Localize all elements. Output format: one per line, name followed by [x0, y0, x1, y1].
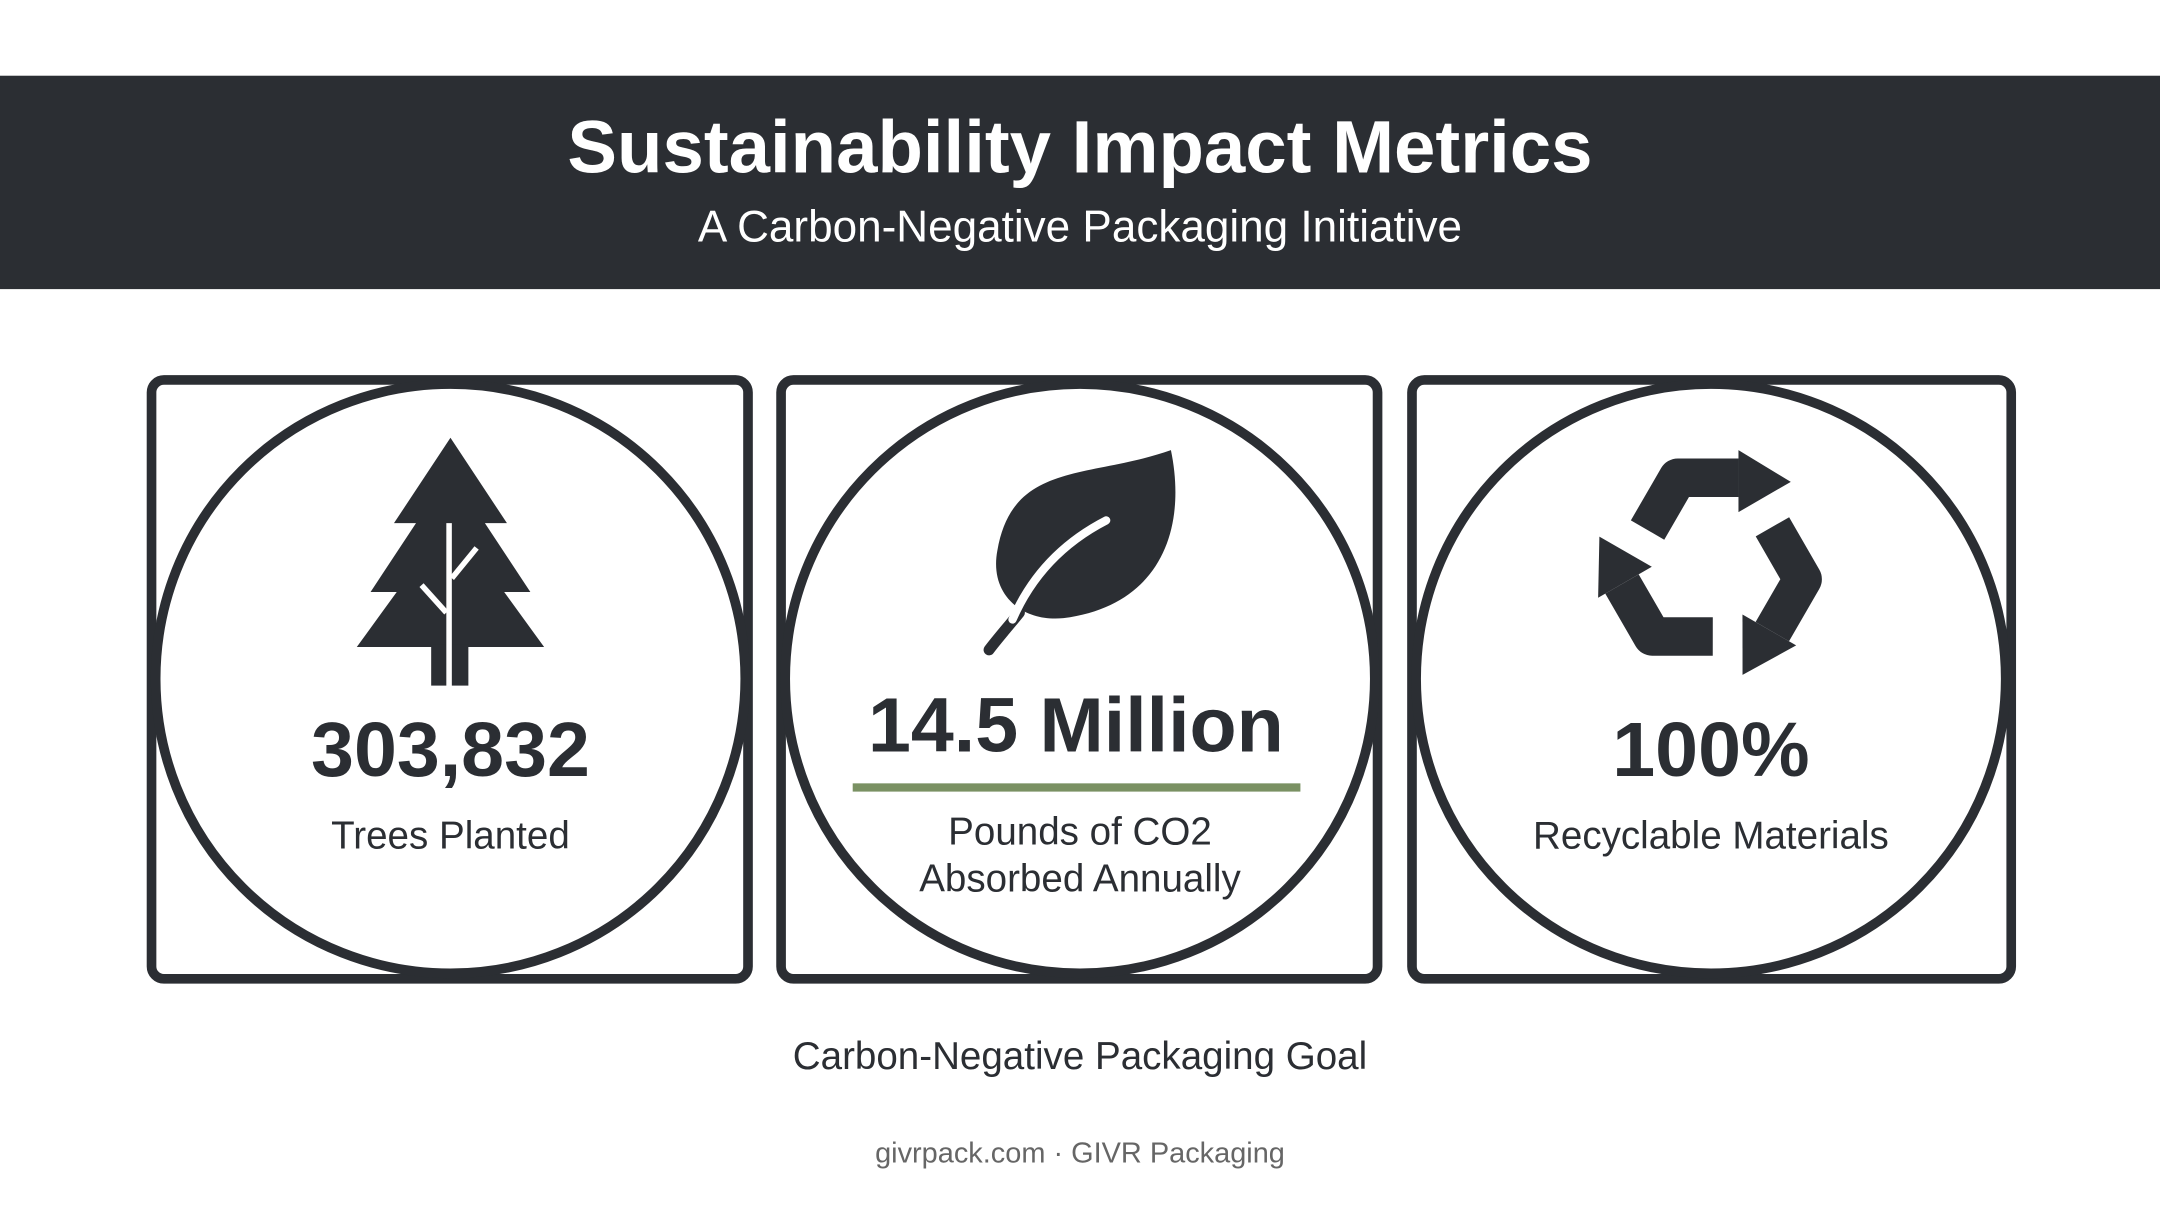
icon-part — [1742, 614, 1797, 675]
metric-value: 14.5 Million — [868, 682, 1284, 768]
title: Sustainability Impact Metrics — [567, 105, 1592, 188]
subtitle: A Carbon-Negative Packaging Initiative — [698, 203, 1462, 252]
card-circle — [150, 379, 751, 979]
card-circle — [780, 379, 1380, 979]
header-band — [0, 75, 2160, 290]
cards — [146, 375, 2017, 984]
icon-part — [1755, 517, 1822, 642]
icon-part — [449, 546, 479, 580]
metric-label: Trees Planted — [331, 815, 570, 858]
icon-part — [1630, 458, 1739, 540]
metric-label: Recyclable Materials — [1533, 815, 1889, 858]
highlight-underline — [852, 783, 1301, 792]
icon-part — [1630, 450, 1791, 540]
icon-part — [1598, 536, 1713, 656]
leaf-icon — [983, 450, 1176, 656]
card-circle — [1411, 379, 2011, 979]
recycle-icon — [1598, 450, 1822, 675]
icon-part — [419, 583, 449, 615]
metric-label: Pounds of CO2 — [948, 810, 1212, 853]
metric-value: 303,832 — [311, 707, 590, 793]
icon-part — [1605, 574, 1713, 656]
icon-part — [1008, 516, 1111, 624]
tree-icon — [356, 437, 545, 689]
icon-part — [1742, 517, 1822, 675]
footer: givrpack.com · GIVR Packaging — [875, 1138, 1285, 1170]
caption: Carbon-Negative Packaging Goal — [793, 1035, 1367, 1078]
icon-part — [1598, 536, 1652, 598]
metric-value: 100% — [1612, 707, 1809, 793]
icon-part — [1738, 450, 1791, 513]
metric-label: Absorbed Annually — [919, 857, 1241, 900]
